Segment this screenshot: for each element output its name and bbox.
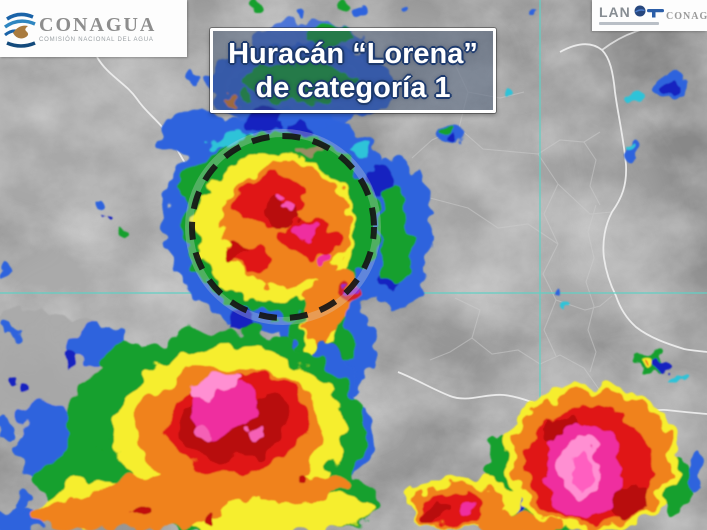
conagua-wordmark: CONAGUA bbox=[39, 13, 157, 36]
lanot-subtitle-line bbox=[599, 22, 659, 25]
southwest-storm-clouds bbox=[0, 310, 380, 530]
state-borders bbox=[411, 57, 613, 399]
hurricane-center-marker bbox=[189, 133, 377, 321]
title-line-2: de categoría 1 bbox=[255, 71, 451, 104]
conagua-logo: CONAGUA COMISIÓN NACIONAL DEL AGUA bbox=[0, 0, 187, 57]
lanot-logo-strip: LAN CONAGUA bbox=[592, 0, 707, 31]
globe-icon bbox=[634, 5, 646, 17]
lanot-wordmark: LAN bbox=[599, 4, 631, 20]
lanot-t-icon bbox=[647, 9, 664, 18]
conagua-subtitle: COMISIÓN NACIONAL DEL AGUA bbox=[39, 36, 154, 43]
conagua-partial-wordmark: CONAGUA bbox=[666, 10, 707, 22]
hurricane-title-box: Huracán “Lorena” de categoría 1 bbox=[210, 28, 496, 113]
title-line-1: Huracán “Lorena” bbox=[228, 37, 478, 70]
scattered-rain-specks bbox=[0, 1, 685, 509]
conagua-partial-logo: CONAGUA bbox=[664, 4, 707, 28]
southeast-storm-clouds bbox=[404, 384, 703, 530]
conagua-waves-eagle-icon bbox=[3, 12, 36, 48]
